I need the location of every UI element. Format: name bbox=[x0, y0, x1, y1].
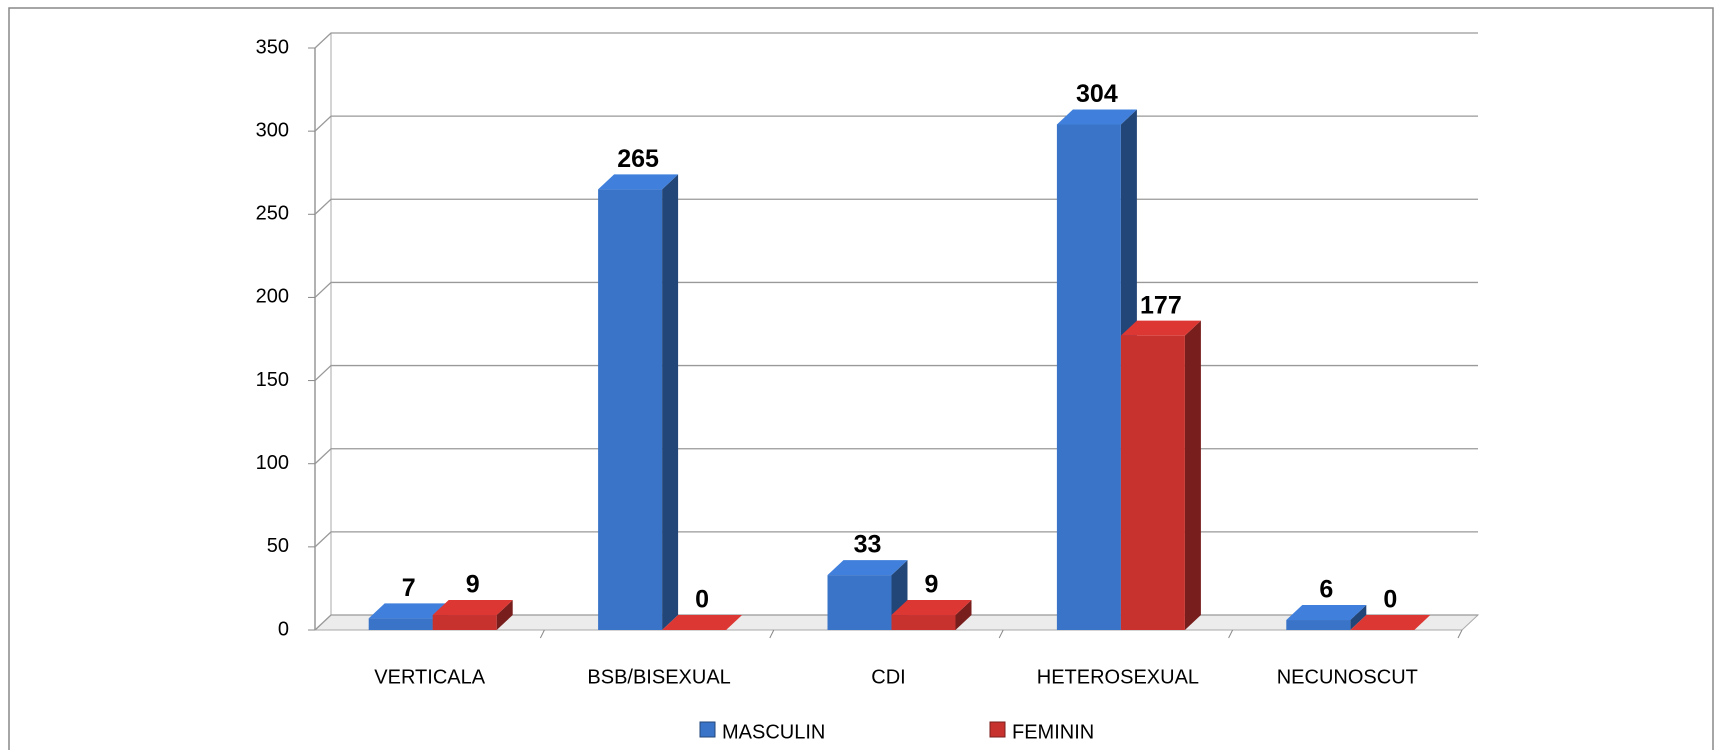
bar-top bbox=[1286, 605, 1367, 621]
bar bbox=[1056, 124, 1121, 631]
value-label: 177 bbox=[1140, 291, 1182, 319]
bar bbox=[432, 615, 497, 630]
bar bbox=[1286, 620, 1351, 630]
x-tick-label: BSB/BISEXUAL bbox=[587, 666, 730, 688]
grid-line bbox=[314, 281, 1478, 298]
x-tick bbox=[539, 629, 545, 639]
grid-line bbox=[314, 531, 1478, 548]
bar-top bbox=[662, 615, 743, 630]
bar-top bbox=[432, 600, 513, 616]
grid-line bbox=[314, 198, 1478, 215]
legend-swatch bbox=[699, 721, 716, 738]
value-label: 9 bbox=[466, 571, 480, 599]
x-tick bbox=[769, 629, 775, 639]
y-tick-label: 50 bbox=[267, 535, 289, 557]
grid-line bbox=[314, 32, 1478, 49]
x-tick-label: VERTICALA bbox=[374, 666, 485, 688]
bar-side bbox=[662, 174, 679, 631]
bar-top bbox=[891, 600, 972, 616]
x-tick-label: HETEROSEXUAL bbox=[1037, 666, 1199, 688]
chart-frame bbox=[8, 7, 1714, 750]
y-tick-label: 150 bbox=[256, 369, 289, 391]
bar bbox=[827, 575, 892, 630]
legend-label: MASCULIN bbox=[722, 721, 825, 743]
bar-side bbox=[1184, 320, 1201, 630]
bar-top bbox=[368, 603, 449, 619]
value-label: 0 bbox=[695, 586, 709, 614]
grid-line bbox=[314, 364, 1478, 382]
bar bbox=[891, 615, 956, 630]
x-tick-label: NECUNOSCUT bbox=[1277, 666, 1418, 688]
y-tick-label: 350 bbox=[256, 36, 289, 58]
y-tick-label: 200 bbox=[256, 286, 289, 308]
grid-line bbox=[314, 448, 1478, 465]
x-tick bbox=[998, 629, 1004, 639]
x-tick bbox=[1228, 629, 1234, 639]
bar-side bbox=[496, 600, 513, 630]
bar-top bbox=[827, 560, 908, 576]
value-label: 9 bbox=[925, 571, 939, 599]
bar bbox=[598, 189, 663, 631]
y-tick-label: 0 bbox=[278, 618, 289, 640]
bar-top bbox=[1056, 109, 1137, 125]
value-label: 7 bbox=[402, 574, 416, 602]
value-label: 0 bbox=[1383, 586, 1397, 614]
bar-top bbox=[1350, 615, 1431, 630]
y-tick-label: 250 bbox=[256, 203, 289, 225]
value-label: 265 bbox=[617, 145, 659, 173]
bar-top bbox=[598, 174, 679, 190]
grid-line bbox=[314, 115, 1478, 132]
legend-swatch bbox=[989, 721, 1006, 738]
bar-side bbox=[1350, 605, 1367, 630]
bar bbox=[1120, 335, 1185, 630]
value-label: 6 bbox=[1319, 576, 1333, 604]
value-label: 304 bbox=[1076, 80, 1118, 108]
legend-label: FEMININ bbox=[1012, 721, 1094, 743]
x-tick-label: CDI bbox=[871, 666, 905, 688]
y-tick-label: 100 bbox=[256, 452, 289, 474]
x-tick bbox=[1457, 629, 1463, 639]
bar-top bbox=[1120, 320, 1201, 336]
value-label: 33 bbox=[854, 531, 882, 559]
bar bbox=[368, 618, 433, 630]
bar-side bbox=[955, 600, 972, 630]
y-tick-label: 300 bbox=[256, 119, 289, 141]
